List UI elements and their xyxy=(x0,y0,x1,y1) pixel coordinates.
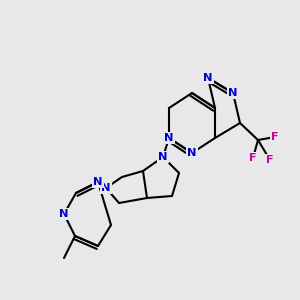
Text: F: F xyxy=(266,155,274,165)
Text: N: N xyxy=(93,177,103,187)
Text: N: N xyxy=(59,209,69,219)
Text: N: N xyxy=(228,88,238,98)
Text: N: N xyxy=(187,148,197,158)
Text: N: N xyxy=(203,73,213,83)
Text: N: N xyxy=(164,133,174,143)
Text: N: N xyxy=(101,183,111,193)
Text: F: F xyxy=(249,153,257,163)
Text: N: N xyxy=(158,152,168,162)
Text: F: F xyxy=(271,132,279,142)
